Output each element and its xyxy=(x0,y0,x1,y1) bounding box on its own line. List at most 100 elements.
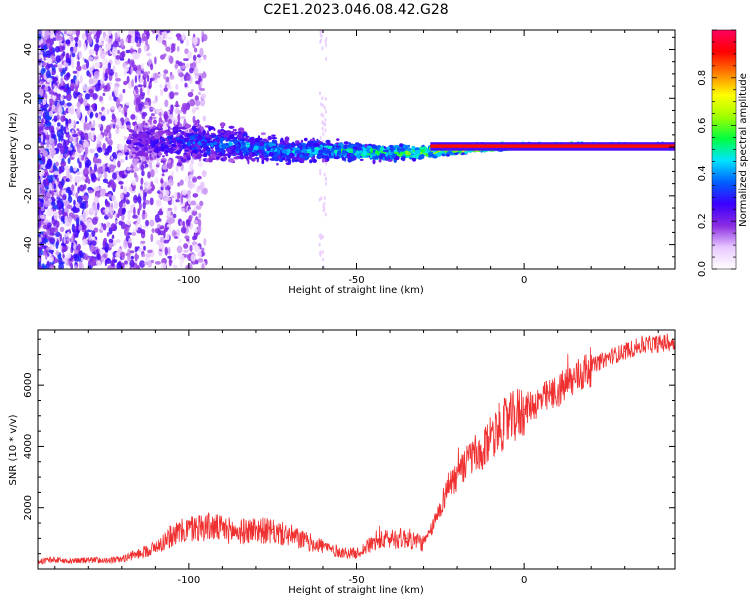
heatmap-noise-cell xyxy=(194,95,199,102)
heatmap-noise-cell xyxy=(195,106,199,110)
heatmap-noise-cell xyxy=(129,250,135,254)
heatmap-noise-cell xyxy=(192,193,199,198)
heatmap-signal-cell xyxy=(181,158,187,163)
heatmap-noise-cell xyxy=(154,56,157,65)
heatmap-noise-cell xyxy=(325,109,327,114)
heatmap-signal-cell xyxy=(177,121,180,127)
heatmap-noise-cell xyxy=(102,223,107,231)
heatmap-noise-cell xyxy=(94,83,101,92)
heatmap-noise-cell xyxy=(68,174,73,183)
heatmap-noise-cell xyxy=(38,154,41,162)
heatmap-noise-cell xyxy=(322,121,325,126)
heatmap-noise-cell xyxy=(180,195,184,204)
heatmap-noise-cell xyxy=(42,68,46,72)
heatmap-noise-cell xyxy=(124,111,128,118)
heatmap-noise-cell xyxy=(181,189,187,196)
heatmap-signal-cell xyxy=(175,156,181,159)
heatmap-noise-cell xyxy=(168,257,172,267)
heatmap-signal-cell xyxy=(162,155,165,158)
heatmap-noise-cell xyxy=(91,30,98,35)
heatmap-noise-cell xyxy=(125,151,129,156)
heatmap-noise-cell xyxy=(111,119,117,123)
heatmap-noise-cell xyxy=(134,52,141,60)
heatmap-noise-cell xyxy=(59,145,66,155)
heatmap-noise-cell xyxy=(116,176,120,182)
heatmap-noise-cell xyxy=(162,53,167,58)
heatmap-noise-cell xyxy=(191,89,194,93)
heatmap-noise-cell xyxy=(93,163,98,173)
heatmap-signal-cell xyxy=(206,130,210,134)
heatmap-noise-cell xyxy=(92,155,98,164)
heatmap-noise-cell xyxy=(143,101,149,106)
heatmap-noise-cell xyxy=(163,229,166,239)
heatmap-signal-cell xyxy=(272,143,277,147)
heatmap-noise-cell xyxy=(46,208,51,217)
heatmap-noise-cell xyxy=(87,222,94,231)
heatmap-noise-cell xyxy=(121,207,126,215)
heatmap-noise-cell xyxy=(88,189,93,194)
heatmap-noise-cell xyxy=(114,72,118,79)
heatmap-noise-cell xyxy=(143,44,147,53)
heatmap-noise-cell xyxy=(41,61,48,67)
heatmap-signal-cell xyxy=(343,141,349,145)
heatmap-signal-cell xyxy=(285,144,291,148)
heatmap-noise-cell xyxy=(194,75,199,80)
heatmap-noise-cell xyxy=(126,167,132,171)
heatmap-noise-cell xyxy=(159,208,163,215)
heatmap-noise-cell xyxy=(79,147,84,152)
heatmap-signal-cell xyxy=(247,159,250,165)
heatmap-noise-cell xyxy=(38,94,41,99)
heatmap-noise-cell xyxy=(177,113,181,123)
heatmap-noise-cell xyxy=(203,238,207,246)
heatmap-noise-cell xyxy=(182,220,186,228)
heatmap-noise-cell xyxy=(62,194,66,200)
heatmap-noise-cell xyxy=(142,209,146,215)
heatmap-noise-cell xyxy=(139,76,143,84)
heatmap-noise-cell xyxy=(185,238,190,242)
heatmap-noise-cell xyxy=(125,155,128,161)
heatmap-noise-cell xyxy=(69,46,74,53)
heatmap-signal-cell xyxy=(134,128,138,132)
heatmap-signal-cell xyxy=(299,160,305,164)
heatmap-noise-cell xyxy=(95,260,102,266)
heatmap-noise-cell xyxy=(118,220,123,226)
heatmap-noise-cell xyxy=(150,181,154,188)
heatmap-noise-cell xyxy=(185,219,191,227)
heatmap-noise-cell xyxy=(92,120,96,128)
heatmap-noise-cell xyxy=(189,98,196,107)
heatmap-noise-cell xyxy=(144,192,148,197)
heatmap-noise-cell xyxy=(104,247,109,253)
heatmap-noise-cell xyxy=(125,101,131,106)
heatmap-noise-cell xyxy=(104,72,108,80)
heatmap-noise-cell xyxy=(70,82,75,91)
heatmap-noise-cell xyxy=(144,38,148,46)
heatmap-noise-cell xyxy=(175,60,180,65)
heatmap-noise-cell xyxy=(65,57,72,64)
heatmap-noise-cell xyxy=(61,67,66,75)
heatmap-signal-cell xyxy=(316,155,322,160)
heatmap-noise-cell xyxy=(62,126,67,133)
heatmap-noise-cell xyxy=(97,173,103,178)
heatmap-noise-cell xyxy=(43,199,50,208)
heatmap-noise-cell xyxy=(134,254,140,260)
heatmap-noise-cell xyxy=(167,246,171,255)
heatmap-noise-cell xyxy=(118,201,123,208)
heatmap-noise-cell xyxy=(137,208,140,216)
heatmap-noise-cell xyxy=(167,125,171,132)
heatmap-noise-cell xyxy=(51,134,55,139)
heatmap-noise-cell xyxy=(130,114,136,120)
heatmap-noise-cell xyxy=(179,260,184,268)
heatmap-noise-cell xyxy=(176,245,183,254)
heatmap-noise-cell xyxy=(91,135,94,142)
heatmap-signal-cell xyxy=(335,156,340,159)
heatmap-noise-cell xyxy=(52,204,58,210)
heatmap-noise-cell xyxy=(78,260,82,269)
heatmap-noise-cell xyxy=(76,121,80,125)
heatmap-noise-cell xyxy=(176,110,182,114)
heatmap-noise-cell xyxy=(194,100,201,107)
heatmap-signal-cell xyxy=(334,151,338,155)
heatmap-noise-cell xyxy=(83,42,87,52)
heatmap-noise-cell xyxy=(321,46,324,51)
heatmap-noise-cell xyxy=(97,146,103,153)
